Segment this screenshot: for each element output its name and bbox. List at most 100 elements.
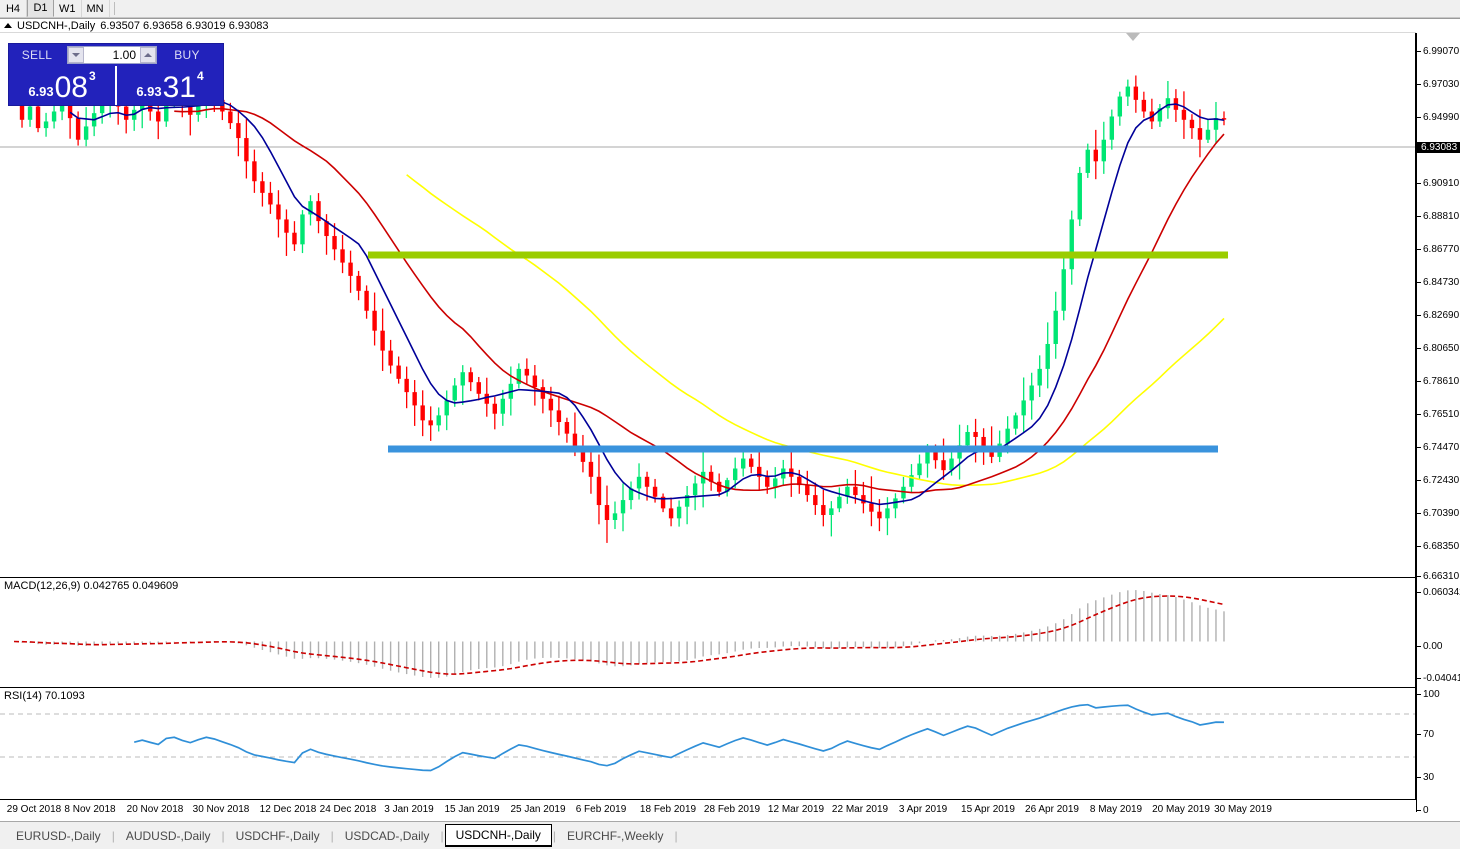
chart-window: USDCNH-,Daily 6.93507 6.93658 6.93019 6.… xyxy=(0,18,1460,821)
candle-bearish xyxy=(244,138,249,162)
date-scale-tick: 12 Dec 2018 xyxy=(259,804,317,815)
price-scale-tick: 6.97030 xyxy=(1417,79,1460,90)
candle-bearish xyxy=(188,104,193,115)
candle-bearish xyxy=(564,422,570,434)
candle-bearish xyxy=(1133,86,1139,100)
candle-bullish xyxy=(684,495,690,507)
candle-bearish xyxy=(228,111,233,124)
candle-bearish xyxy=(596,476,602,506)
price-scale-tick: 6.72430 xyxy=(1417,475,1460,486)
price-scale-tick: 6.80650 xyxy=(1417,343,1460,354)
candle-bearish xyxy=(853,486,858,496)
candle-bullish xyxy=(1021,400,1026,416)
candle-bearish xyxy=(1181,109,1187,120)
macd-signal-line xyxy=(13,595,1225,675)
candle-bearish xyxy=(805,485,810,496)
rsi-scale-tick: 70 xyxy=(1417,729,1460,740)
volume-increase-button[interactable] xyxy=(140,47,156,63)
timeframe-button-mn[interactable]: MN xyxy=(81,0,110,17)
candle-bullish xyxy=(1029,385,1034,401)
candle-bullish xyxy=(500,398,506,414)
scroll-marker-icon xyxy=(1126,33,1140,41)
symbol-tab-usdcad[interactable]: USDCAD-,Daily xyxy=(344,828,430,843)
rsi-indicator-pane[interactable]: RSI(14) 70.1093 xyxy=(0,687,1416,812)
symbol-tab-usdchf[interactable]: USDCHF-,Daily xyxy=(235,828,320,843)
candle-bearish xyxy=(933,451,938,461)
candle-bearish xyxy=(292,232,297,245)
candle-bullish xyxy=(1013,415,1018,429)
candle-bullish xyxy=(1157,108,1163,122)
candle-bullish xyxy=(1109,116,1115,140)
buy-price-main: 31 xyxy=(162,71,196,104)
timeframe-button-d1[interactable]: D1 xyxy=(27,0,54,17)
candle-bearish xyxy=(428,420,433,426)
candle-bullish xyxy=(444,400,449,416)
candle-bullish xyxy=(1085,149,1090,173)
date-scale-tick: 12 Mar 2019 xyxy=(767,804,825,815)
candle-bearish xyxy=(396,365,401,379)
macd-scale-tick: 0.060342 xyxy=(1417,587,1460,598)
sell-button[interactable]: SELL xyxy=(21,48,53,62)
timeframe-button-w1[interactable]: W1 xyxy=(54,0,82,17)
candle-bearish xyxy=(869,503,874,512)
candle-bearish xyxy=(372,310,377,331)
volume-input[interactable]: 1.00 xyxy=(84,47,140,63)
date-scale-tick: 24 Dec 2018 xyxy=(319,804,377,815)
price-scale-tick: 6.88810 xyxy=(1417,211,1460,222)
volume-input-group[interactable]: 1.00 xyxy=(67,46,157,64)
timeframe-button-h4[interactable]: H4 xyxy=(0,0,27,17)
candle-bullish xyxy=(1125,86,1131,97)
candle-bullish xyxy=(43,121,49,129)
macd-scale-tick: 0.00 xyxy=(1417,641,1460,652)
chevron-up-icon xyxy=(144,53,152,57)
price-scale-tick: 6.84730 xyxy=(1417,277,1460,288)
candle-bearish xyxy=(260,181,265,193)
candle-bullish xyxy=(1077,172,1082,220)
price-scale-tick: 6.82690 xyxy=(1417,310,1460,321)
candle-bullish xyxy=(300,214,305,245)
tab-separator: | xyxy=(330,828,334,843)
macd-indicator-pane[interactable]: MACD(12,26,9) 0.042765 0.049609 xyxy=(0,577,1416,687)
buy-button[interactable]: BUY xyxy=(174,48,200,62)
candle-bearish xyxy=(1197,128,1203,140)
date-scale-tick: 20 May 2019 xyxy=(1152,804,1210,815)
candle-bullish xyxy=(99,103,105,114)
price-scale-tick: 6.86770 xyxy=(1417,244,1460,255)
price-scale-tick: 6.66310 xyxy=(1417,571,1460,582)
collapse-triangle-icon[interactable] xyxy=(4,23,12,28)
candle-bearish xyxy=(268,192,273,205)
candle-bullish xyxy=(460,372,465,386)
rsi-scale-tick: 100 xyxy=(1417,689,1460,700)
price-chart-pane[interactable] xyxy=(0,33,1416,577)
candle-bullish xyxy=(164,96,169,122)
buy-price-box[interactable]: 6.93 31 4 xyxy=(115,66,223,105)
symbol-tab-usdcnh[interactable]: USDCNH-,Daily xyxy=(444,824,552,847)
candle-bearish xyxy=(75,118,81,140)
candle-bullish xyxy=(893,498,898,509)
candle-bullish xyxy=(83,126,89,140)
sell-price-box[interactable]: 6.93 08 3 xyxy=(9,66,115,105)
symbol-tab-eurchf[interactable]: EURCHF-,Weekly xyxy=(567,828,664,843)
symbol-tab-eurusd[interactable]: EURUSD-,Daily xyxy=(16,828,101,843)
candle-bullish xyxy=(516,368,522,384)
date-scale-tick: 3 Jan 2019 xyxy=(384,804,434,815)
candle-bearish xyxy=(877,511,882,519)
candle-bearish xyxy=(476,382,481,394)
symbol-tab-audusd[interactable]: AUDUSD-,Daily xyxy=(125,828,211,843)
volume-decrease-button[interactable] xyxy=(68,47,84,63)
candle-bearish xyxy=(1221,118,1227,120)
date-scale[interactable]: 29 Oct 2018 8 Nov 2018 20 Nov 2018 30 Nov 2… xyxy=(0,799,1416,821)
candle-bearish xyxy=(588,461,594,477)
one-click-trading-panel[interactable]: SELL 1.00 BUY 6.93 08 3 6.93 31 4 xyxy=(8,43,224,106)
macd-label: MACD(12,26,9) 0.042765 0.049609 xyxy=(4,580,179,592)
candle-bearish xyxy=(123,106,129,120)
candle-bearish xyxy=(813,495,818,506)
price-scale[interactable]: 6.99070 6.97030 6.94990 6.93083 6.90910 6.888… xyxy=(1416,33,1460,816)
candle-bullish xyxy=(1037,368,1042,386)
candle-bearish xyxy=(388,350,393,366)
price-scale-tick: 6.99070 xyxy=(1417,46,1460,57)
candle-bearish xyxy=(1189,119,1195,129)
candle-bearish xyxy=(765,476,770,487)
date-scale-tick: 20 Nov 2018 xyxy=(126,804,184,815)
candle-bearish xyxy=(749,458,754,467)
